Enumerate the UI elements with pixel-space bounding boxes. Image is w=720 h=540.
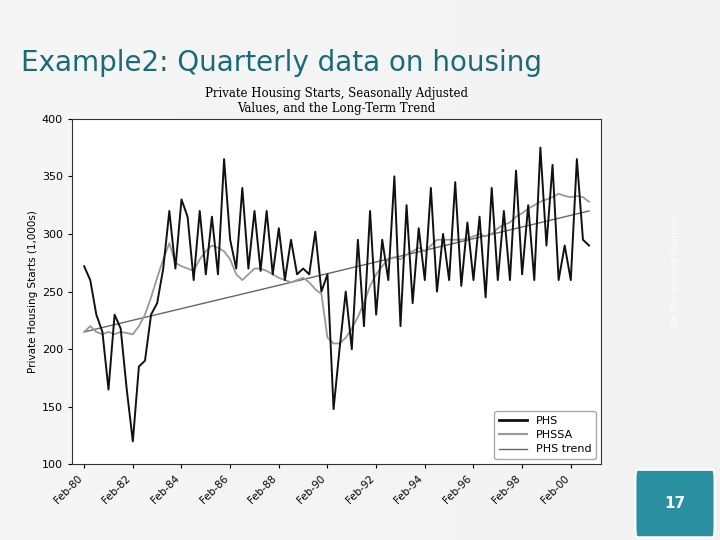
Title: Private Housing Starts, Seasonally Adjusted
Values, and the Long-Term Trend: Private Housing Starts, Seasonally Adjus… — [205, 87, 468, 115]
FancyBboxPatch shape — [635, 470, 714, 537]
Text: Example2: Quarterly data on housing: Example2: Quarterly data on housing — [21, 49, 541, 77]
Legend: PHS, PHSSA, PHS trend: PHS, PHSSA, PHS trend — [495, 411, 595, 459]
Text: Dr. Mohammed Alahmed: Dr. Mohammed Alahmed — [670, 214, 680, 326]
Text: 17: 17 — [665, 496, 685, 511]
Y-axis label: Private Housing Starts (1,000s): Private Housing Starts (1,000s) — [27, 210, 37, 373]
